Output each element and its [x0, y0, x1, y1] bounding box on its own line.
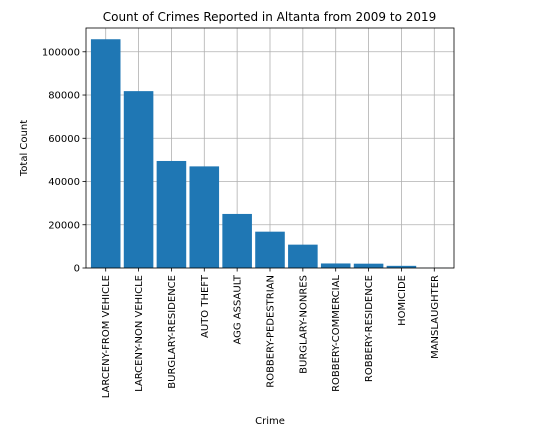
- x-tick-label: LARCENY-NON VEHICLE: [134, 275, 145, 392]
- y-tick-label: 40000: [48, 177, 80, 188]
- x-tick-label: ROBBERY-PEDESTRIAN: [266, 275, 277, 388]
- x-tick-label: LARCENY-FROM VEHICLE: [101, 275, 112, 398]
- bar: [123, 91, 154, 268]
- gridlines: [86, 28, 454, 269]
- y-axis-label: Total Count: [19, 120, 30, 177]
- x-tick-label: AGG ASSAULT: [233, 274, 244, 344]
- y-axis: 0 20000 40000 60000 80000 100000: [42, 47, 86, 275]
- x-tick-label: HOMICIDE: [397, 275, 408, 326]
- bar: [320, 263, 351, 268]
- bar: [189, 166, 220, 268]
- y-tick-label: 0: [74, 264, 80, 275]
- bar: [222, 213, 252, 268]
- x-tick-label: MANSLAUGHTER: [430, 275, 441, 359]
- y-tick-label: 100000: [42, 47, 80, 58]
- bar: [353, 263, 384, 268]
- bar: [255, 231, 285, 268]
- y-tick-label: 80000: [48, 91, 80, 102]
- chart-title: Count of Crimes Reported in Altanta from…: [103, 10, 437, 24]
- x-axis-label: Crime: [255, 416, 285, 427]
- x-tick-label: BURGLARY-NONRES: [298, 275, 309, 374]
- bar: [386, 265, 417, 268]
- x-tick-label: ROBBERY-COMMERCIAL: [331, 275, 342, 392]
- x-tick-label: ROBBERY-RESIDENCE: [364, 275, 375, 382]
- y-tick-label: 60000: [48, 134, 80, 145]
- y-tick-label: 20000: [48, 220, 80, 231]
- bars: [90, 39, 450, 269]
- x-axis: LARCENY-FROM VEHICLE LARCENY-NON VEHICLE B…: [101, 268, 441, 398]
- x-tick-label: AUTO THEFT: [200, 274, 211, 338]
- bar: [288, 244, 318, 268]
- x-tick-label: BURGLARY-RESIDENCE: [167, 275, 178, 389]
- bar: [156, 160, 187, 268]
- bar: [90, 39, 121, 269]
